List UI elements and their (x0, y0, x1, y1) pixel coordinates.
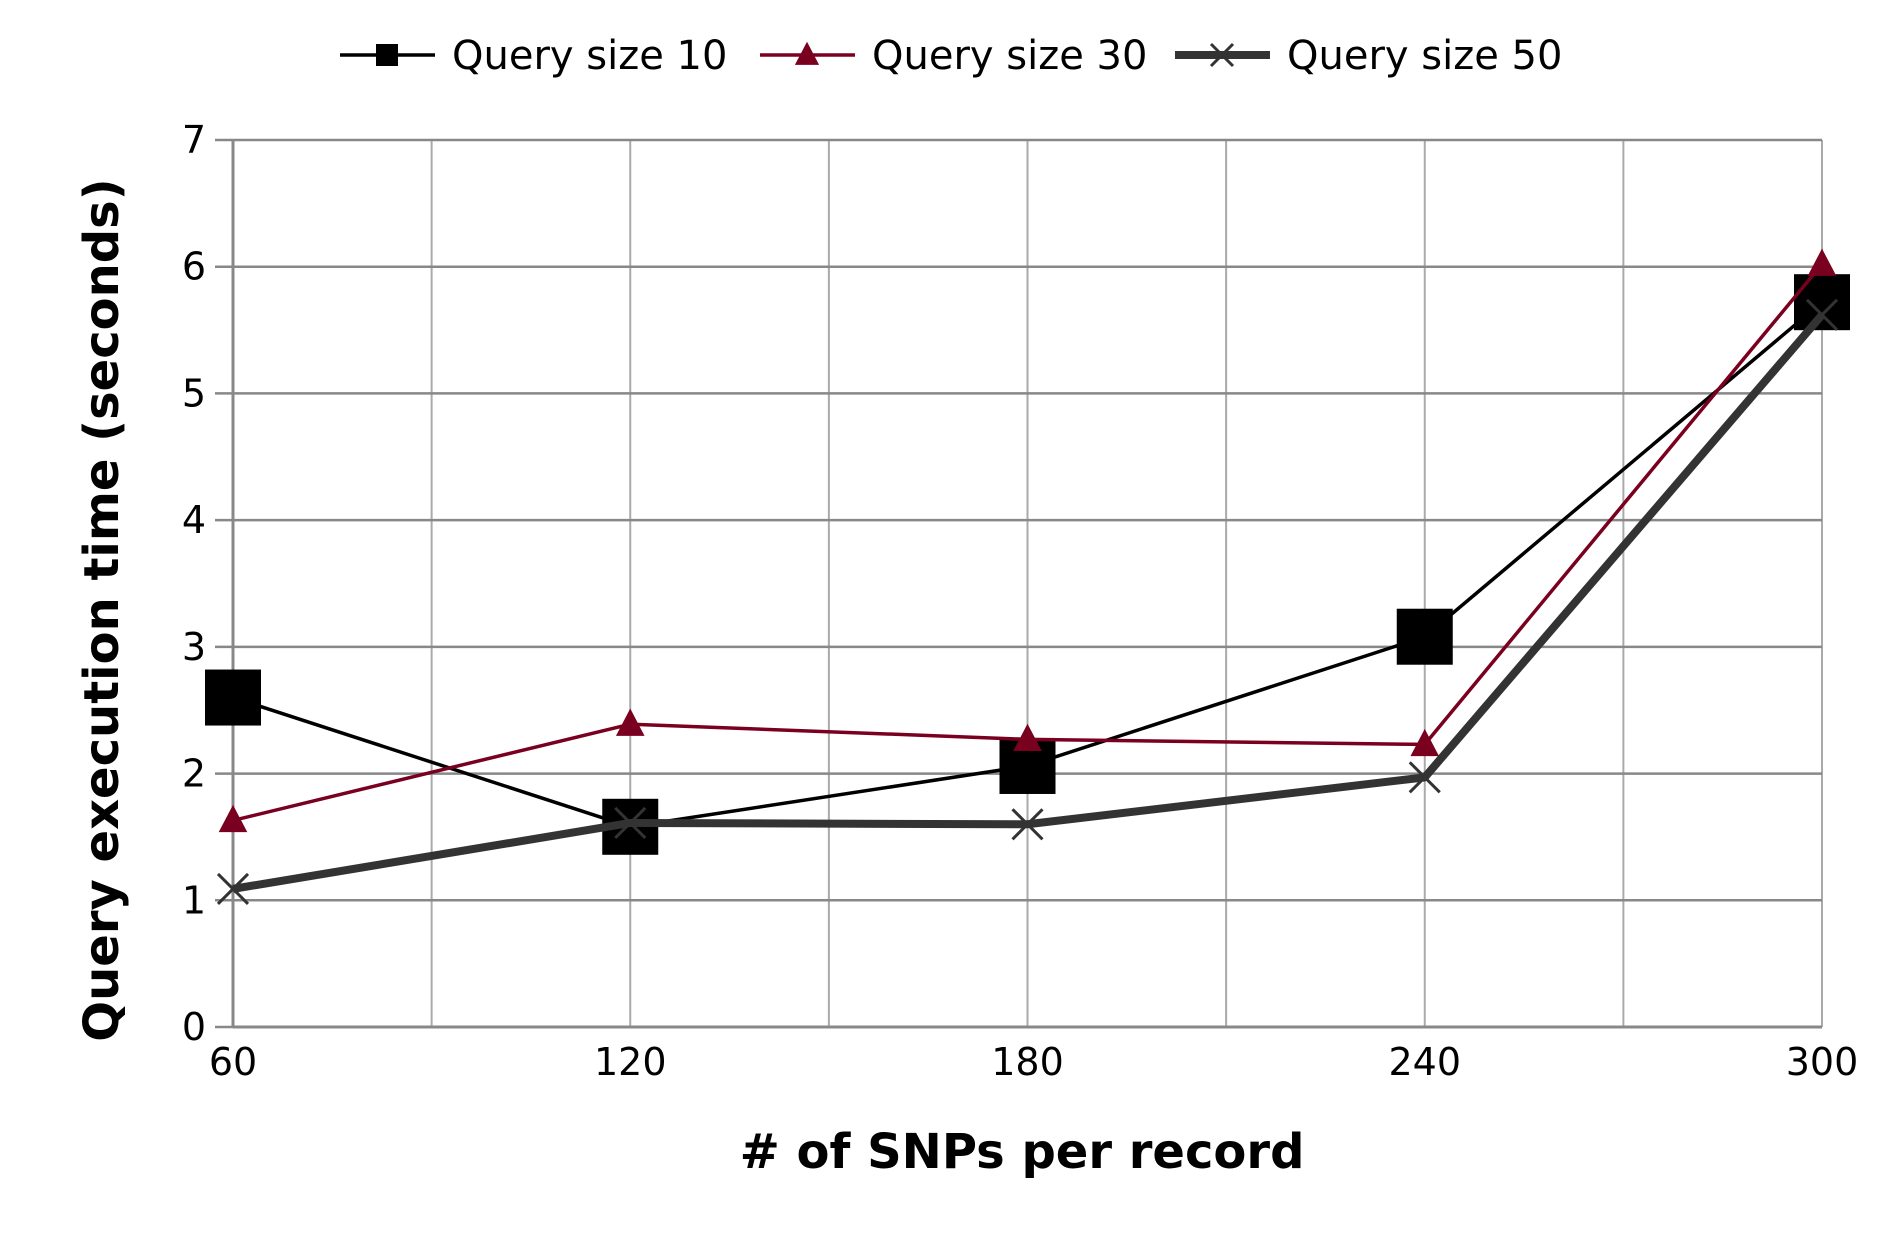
legend-swatch-marker (1209, 42, 1235, 68)
legend-item-2: Query size 30 (760, 33, 1147, 79)
series-3 (216, 298, 1839, 905)
y-tick-label: 4 (182, 498, 206, 542)
data-point (614, 806, 647, 840)
data-point (1805, 298, 1839, 331)
data-point (1408, 761, 1441, 794)
series-2 (218, 248, 1837, 833)
x-tick-label: 180 (991, 1040, 1064, 1084)
data-point (615, 708, 645, 736)
y-tick-label: 2 (182, 752, 206, 796)
x-axis-title: # of SNPs per record (740, 1124, 1305, 1180)
data-point (1794, 274, 1850, 331)
data-point (205, 669, 261, 726)
legend-item-1: Query size 10 (340, 33, 727, 79)
legend: Query size 10 Query size 30 Query size 50 (340, 33, 1562, 79)
y-tick-label: 3 (182, 625, 206, 669)
data-point (1410, 728, 1440, 757)
axes (231, 140, 1822, 1029)
data-point (1396, 608, 1453, 665)
y-tick-label: 7 (182, 118, 206, 162)
data-point (1013, 723, 1042, 752)
x-tick-label: 300 (1786, 1040, 1859, 1084)
y-tick-label: 1 (182, 878, 206, 922)
tick-labels: 0 1 2 3 4 5 6 7 60 120 180 240 300 (182, 118, 1858, 1084)
legend-item-3: Query size 50 (1175, 33, 1562, 79)
data-point (216, 872, 250, 905)
x-tick-label: 120 (594, 1040, 667, 1084)
data-point (1807, 248, 1837, 276)
x-tick-label: 240 (1388, 1040, 1461, 1084)
legend-swatch-marker (794, 41, 820, 65)
legend-label: Query size 50 (1287, 33, 1562, 79)
legend-label: Query size 10 (452, 33, 727, 79)
y-tick-label: 6 (182, 245, 206, 289)
legend-swatch-marker (376, 44, 398, 66)
series-group (205, 248, 1850, 905)
y-axis-title: Query execution time (seconds) (74, 178, 130, 1041)
data-point (218, 804, 248, 833)
y-tick-label: 5 (182, 371, 206, 415)
data-point (1011, 808, 1044, 841)
legend-label: Query size 30 (872, 33, 1147, 79)
x-tick-label: 60 (209, 1040, 257, 1084)
grid (215, 138, 1823, 1029)
y-tick-label: 0 (182, 1005, 206, 1049)
